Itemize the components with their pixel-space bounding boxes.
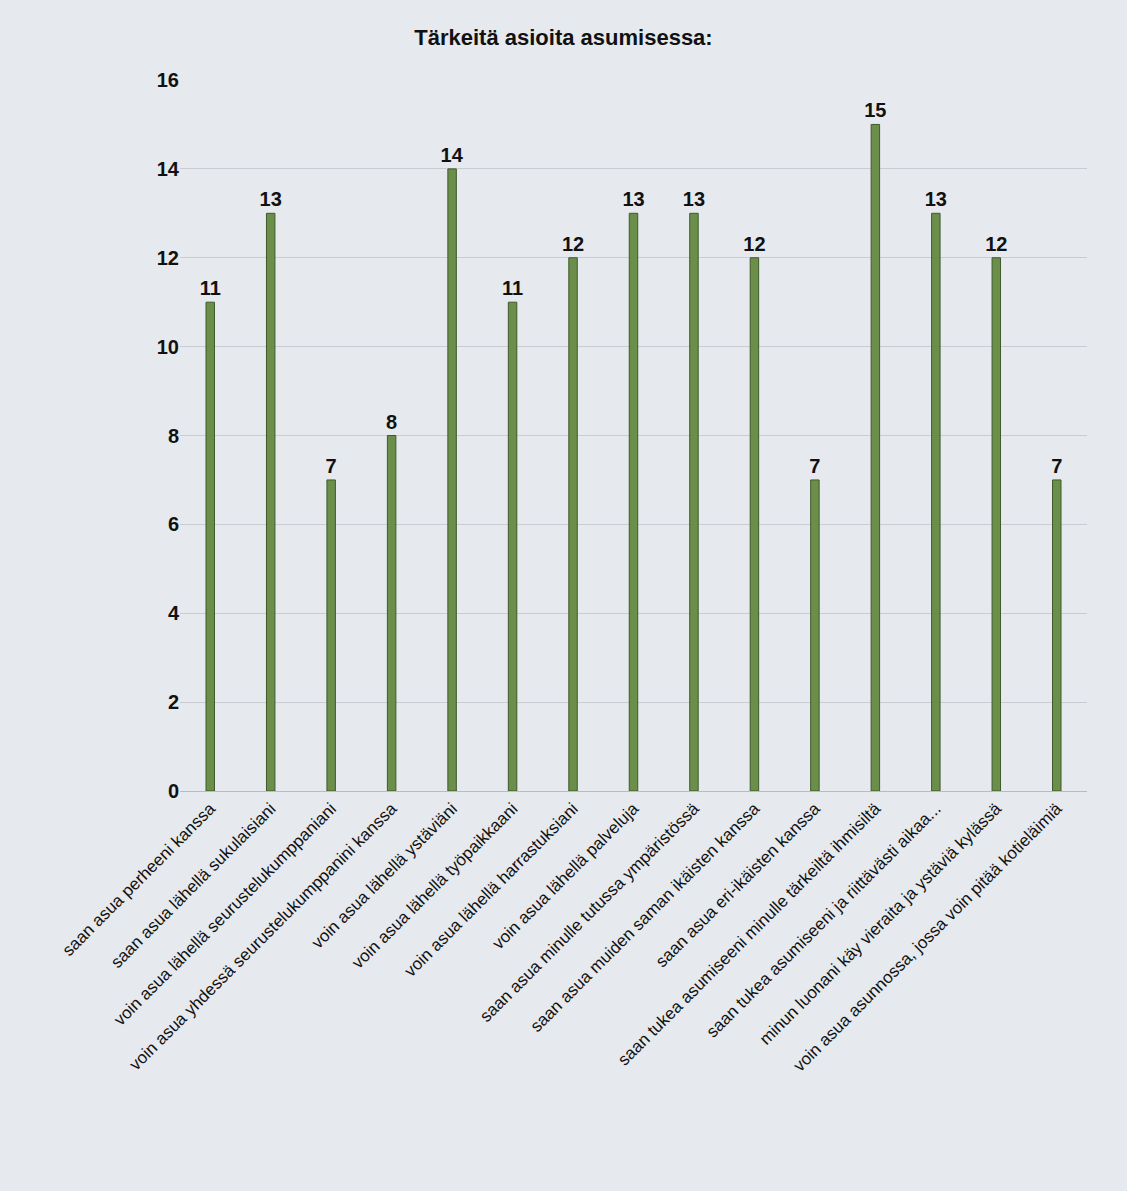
svg-text:8: 8 (386, 411, 397, 433)
svg-text:voin asua yhdessä seurusteluku: voin asua yhdessä seurustelukumppanini k… (126, 799, 401, 1074)
svg-text:voin asua lähellä harrastuksia: voin asua lähellä harrastuksiani (401, 799, 582, 980)
svg-text:voin asua lähellä seurusteluku: voin asua lähellä seurustelukumppaniani (110, 799, 340, 1029)
svg-text:13: 13 (622, 188, 644, 210)
svg-text:12: 12 (562, 233, 584, 255)
svg-text:16: 16 (157, 69, 179, 91)
svg-text:8: 8 (168, 425, 179, 447)
svg-text:saan asua lähellä sukulaisiani: saan asua lähellä sukulaisiani (107, 799, 279, 971)
svg-text:0: 0 (168, 780, 179, 802)
svg-text:saan asua muiden saman ikäiste: saan asua muiden saman ikäisten kanssa (527, 799, 764, 1036)
svg-text:Tärkeitä asioita asumisessa:: Tärkeitä asioita asumisessa: (414, 25, 712, 50)
svg-text:14: 14 (157, 158, 180, 180)
svg-text:6: 6 (168, 513, 179, 535)
svg-text:4: 4 (168, 602, 180, 624)
svg-text:11: 11 (200, 277, 221, 299)
svg-text:7: 7 (1051, 455, 1062, 477)
svg-text:voin asua lähellä palveluja: voin asua lähellä palveluja (489, 799, 643, 953)
svg-text:voin asua asunnossa, jossa voi: voin asua asunnossa, jossa voin pitää ko… (790, 799, 1066, 1075)
svg-text:13: 13 (260, 188, 282, 210)
svg-text:2: 2 (168, 691, 179, 713)
svg-text:minun luonani käy vieraita ja: minun luonani käy vieraita ja ystäviä ky… (756, 799, 1006, 1049)
svg-text:voin asua lähellä työpaikkaani: voin asua lähellä työpaikkaani (348, 799, 521, 972)
svg-text:10: 10 (157, 336, 179, 358)
svg-text:voin asua lähellä ystäviäni: voin asua lähellä ystäviäni (308, 799, 461, 952)
svg-text:11: 11 (502, 277, 523, 299)
svg-text:7: 7 (326, 455, 337, 477)
svg-text:saan tukea asumiseeni ja riitt: saan tukea asumiseeni ja riittävästi aik… (703, 799, 945, 1041)
svg-text:7: 7 (809, 455, 820, 477)
svg-text:15: 15 (864, 99, 886, 121)
svg-text:14: 14 (441, 144, 464, 166)
svg-text:13: 13 (683, 188, 705, 210)
svg-text:12: 12 (985, 233, 1007, 255)
svg-text:12: 12 (157, 247, 179, 269)
svg-text:saan asua eri-ikäisten kanssa: saan asua eri-ikäisten kanssa (652, 799, 824, 971)
svg-text:saan asua perheeni kanssa: saan asua perheeni kanssa (59, 799, 220, 960)
svg-text:12: 12 (743, 233, 765, 255)
svg-text:13: 13 (925, 188, 947, 210)
svg-text:saan asua minulle tutussa ympä: saan asua minulle tutussa ympäristössä (476, 799, 703, 1026)
svg-text:saan tukea asumiseeni minulle: saan tukea asumiseeni minulle tärkeiltä … (614, 799, 884, 1069)
